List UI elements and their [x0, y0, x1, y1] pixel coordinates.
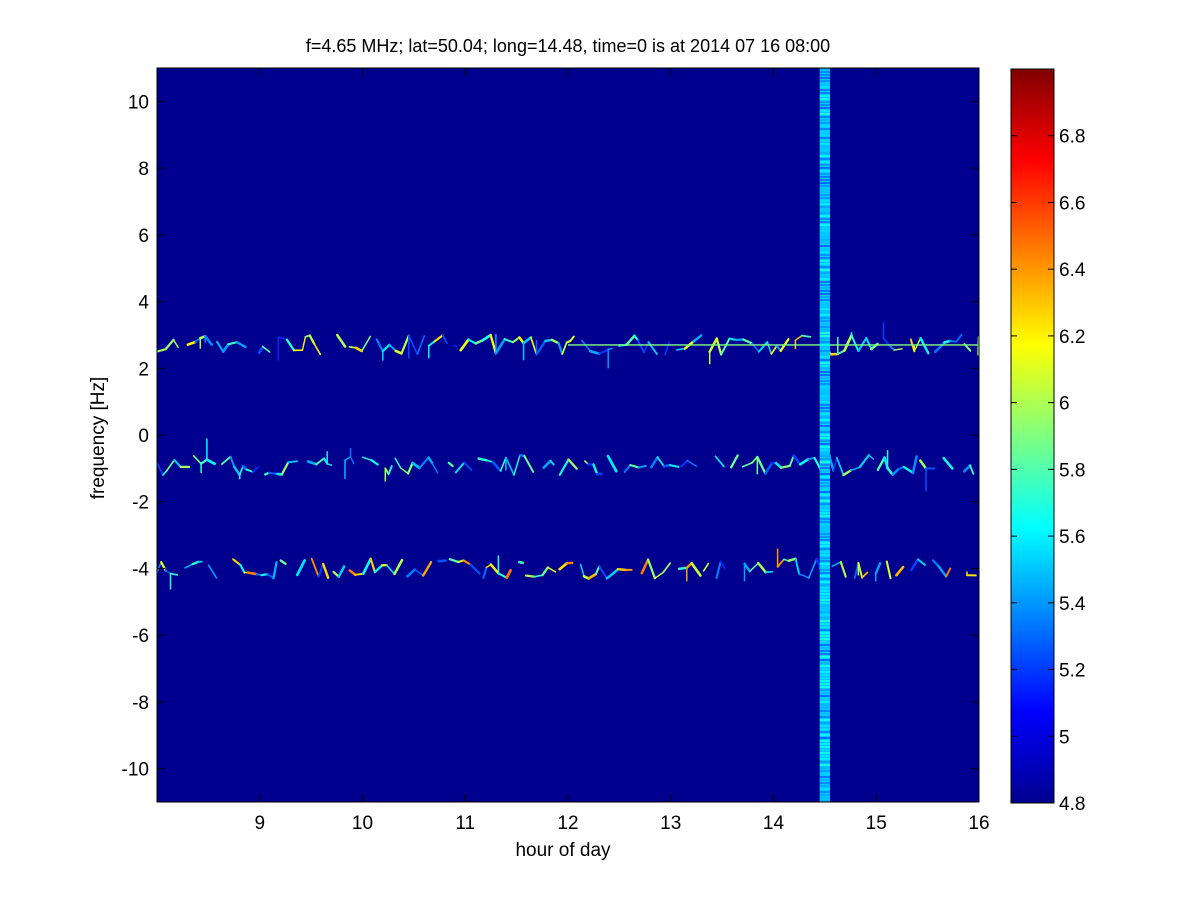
- colorbar-ticks: 4.8 5 5.2 5.4 5.6 5.8 6 6.2 6.4 6.6 6.8: [1011, 127, 1086, 815]
- colorbar: [1010, 68, 1055, 804]
- colorbar-tick-label: 6: [1059, 394, 1070, 415]
- x-tick-label: 16: [968, 813, 989, 834]
- x-tick-label: 13: [660, 813, 681, 834]
- y-axis: -10 -8 -6 -4 -2 0 2 4 6 8 10: [122, 92, 979, 781]
- colorbar-tick-label: 6.8: [1059, 127, 1085, 148]
- y-axis-label: frequency [Hz]: [88, 377, 109, 500]
- x-tick-label: 9: [254, 813, 265, 834]
- band-1: [157, 438, 975, 492]
- y-tick-label: 10: [128, 92, 149, 113]
- band-0: [157, 322, 979, 369]
- colorbar-tick-label: 5.6: [1059, 527, 1085, 548]
- x-axis-label: hour of day: [515, 840, 611, 861]
- y-tick-label: 0: [138, 426, 149, 447]
- broadband-column-0: [819, 68, 831, 802]
- x-axis: 9 10 11 12 13 14 15 16: [254, 68, 990, 834]
- y-tick-label: 6: [138, 226, 149, 247]
- colorbar-tick-label: 6.2: [1059, 327, 1085, 348]
- colorbar-tick-label: 4.8: [1059, 794, 1085, 815]
- chart-title: f=4.65 MHz; lat=50.04; long=14.48, time=…: [306, 36, 830, 56]
- heat-layer: [157, 68, 979, 802]
- colorbar-tick-label: 5.8: [1059, 460, 1085, 481]
- y-tick-label: -2: [132, 493, 149, 514]
- colorbar-tick-label: 6.6: [1059, 193, 1085, 214]
- x-tick-label: 11: [455, 813, 475, 834]
- y-tick-label: -4: [132, 559, 149, 580]
- y-tick-label: 4: [138, 293, 149, 314]
- colorbar-tick-label: 5: [1059, 727, 1070, 748]
- y-tick-label: 2: [138, 359, 149, 380]
- x-tick-label: 12: [557, 813, 578, 834]
- x-tick-label: 10: [352, 813, 373, 834]
- colorbar-tick-label: 6.4: [1059, 260, 1086, 281]
- colorbar-tick-label: 5.2: [1059, 661, 1085, 682]
- x-tick-label: 15: [866, 813, 887, 834]
- colorbar-tick-label: 5.4: [1059, 594, 1086, 615]
- y-tick-label: -6: [132, 626, 149, 647]
- band-2: [157, 548, 977, 590]
- x-tick-label: 14: [763, 813, 785, 834]
- y-tick-label: 8: [138, 159, 149, 180]
- y-tick-label: -10: [122, 760, 149, 781]
- y-tick-label: -8: [132, 693, 149, 714]
- plot-area: [157, 68, 979, 802]
